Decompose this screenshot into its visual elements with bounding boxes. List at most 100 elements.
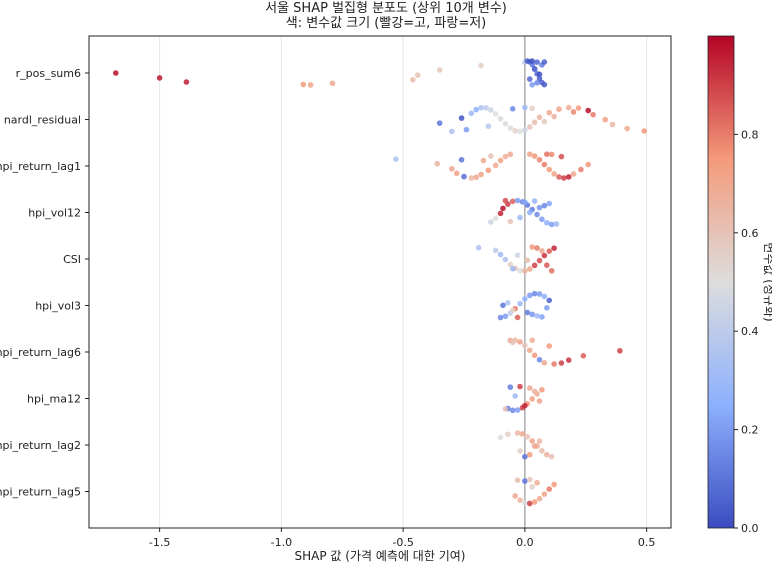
swarm-point [500,302,506,309]
swarm-point [534,479,540,486]
swarm-point [524,257,531,264]
swarm-point [551,113,557,120]
feature-label: hpi_ma12 [27,393,81,406]
swarm-point [531,388,538,395]
swarm-point [449,165,455,172]
feature-label: hpi_return_lag6 [0,346,81,359]
swarm-point [558,360,565,366]
swarm-point [546,200,553,207]
y-axis: r_pos_sum6 nardl_residual hpi_return_lag1h… [0,67,89,499]
chart-title: 서울 SHAP 벌집형 분포도 (상위 10개 변수) [265,1,507,16]
swarm-point [526,476,533,483]
swarm-point [505,431,511,438]
swarm-point [502,153,509,160]
swarm-point [497,314,504,321]
swarm-point [541,59,548,65]
swarm-point [414,72,421,78]
swarm-point [522,268,528,274]
swarm-point [536,156,543,163]
colorbar [707,35,735,529]
feature-label: hpi_return_lag5 [0,486,81,499]
swarm-point [565,174,572,180]
swarm-point [544,219,550,226]
swarm-point [512,393,518,399]
swarm-point [529,244,535,250]
swarm-point [487,219,494,225]
swarm-point [624,125,630,132]
swarm-point [492,162,499,169]
swarm-point [539,216,545,223]
swarm-point [307,82,314,88]
swarm-point [492,215,499,222]
swarm-point [541,81,548,88]
swarm-point [529,337,535,344]
colorbar-tick-label: 0.8 [741,128,759,141]
swarm-point [502,197,509,204]
swarm-point [526,76,533,82]
swarm-point [487,153,494,159]
swarm-point [522,199,528,206]
x-axis: -1.5 -1.0 -0.5 0.0 0.5 [149,528,655,549]
swarm-point [434,160,441,167]
swarm-point [526,385,533,391]
swarm-point [526,151,533,157]
swarm-point [561,175,567,181]
swarm-point [541,293,548,300]
swarm-point [546,109,553,116]
swarm-point [531,153,538,159]
feature-label: CSI [63,253,81,266]
swarm-point [502,406,509,412]
swarm-point [546,248,553,254]
swarm-point [575,105,582,111]
swarm-point [531,290,538,297]
swarm-point [502,256,509,263]
swarm-point [526,347,533,354]
swarm-point [578,166,584,173]
swarm-point [497,157,504,164]
swarm-point [436,120,443,126]
swarm-point [458,115,465,121]
swarm-point [517,497,523,503]
swarm-point [519,431,526,437]
swarm-point [300,81,307,88]
swarm-point [536,71,543,78]
swarm-point [507,218,514,225]
swarm-point [546,486,553,492]
feature-label: r_pos_sum6 [16,67,81,80]
colorbar-tick-label: 0.6 [741,227,759,240]
swarm-point [544,305,550,311]
swarm-point [536,291,543,297]
swarm-point [480,157,487,164]
swarm-point [529,311,535,318]
swarm-point [522,296,528,302]
swarm-point [512,127,518,134]
swarm-point [580,353,587,359]
swarm-point [553,221,560,227]
swarm-point [570,109,577,115]
swarm-point [517,383,523,390]
swarm-point [517,300,523,307]
swarm-point [507,261,514,268]
x-axis-label: SHAP 값 (가격 예측에 대한 기여) [295,549,466,563]
swarm-point [473,106,479,113]
swarm-point [531,198,538,204]
swarm-point [497,434,504,441]
x-tick-label: -1.5 [149,536,170,549]
swarm-point [514,430,521,436]
swarm-point [541,161,548,168]
swarm-point [522,402,528,409]
swarm-point [517,214,523,221]
swarm-point [514,252,521,259]
swarm-point [512,493,518,499]
swarm-point [458,156,465,163]
swarm-point [548,221,555,228]
swarm-points [112,58,648,507]
swarm-point [529,484,535,490]
swarm-point [641,128,648,134]
swarm-point [529,81,535,88]
swarm-point [539,386,545,393]
swarm-point [536,204,543,211]
swarm-point [112,70,119,76]
swarm-point [509,198,516,205]
swarm-point [492,111,499,117]
